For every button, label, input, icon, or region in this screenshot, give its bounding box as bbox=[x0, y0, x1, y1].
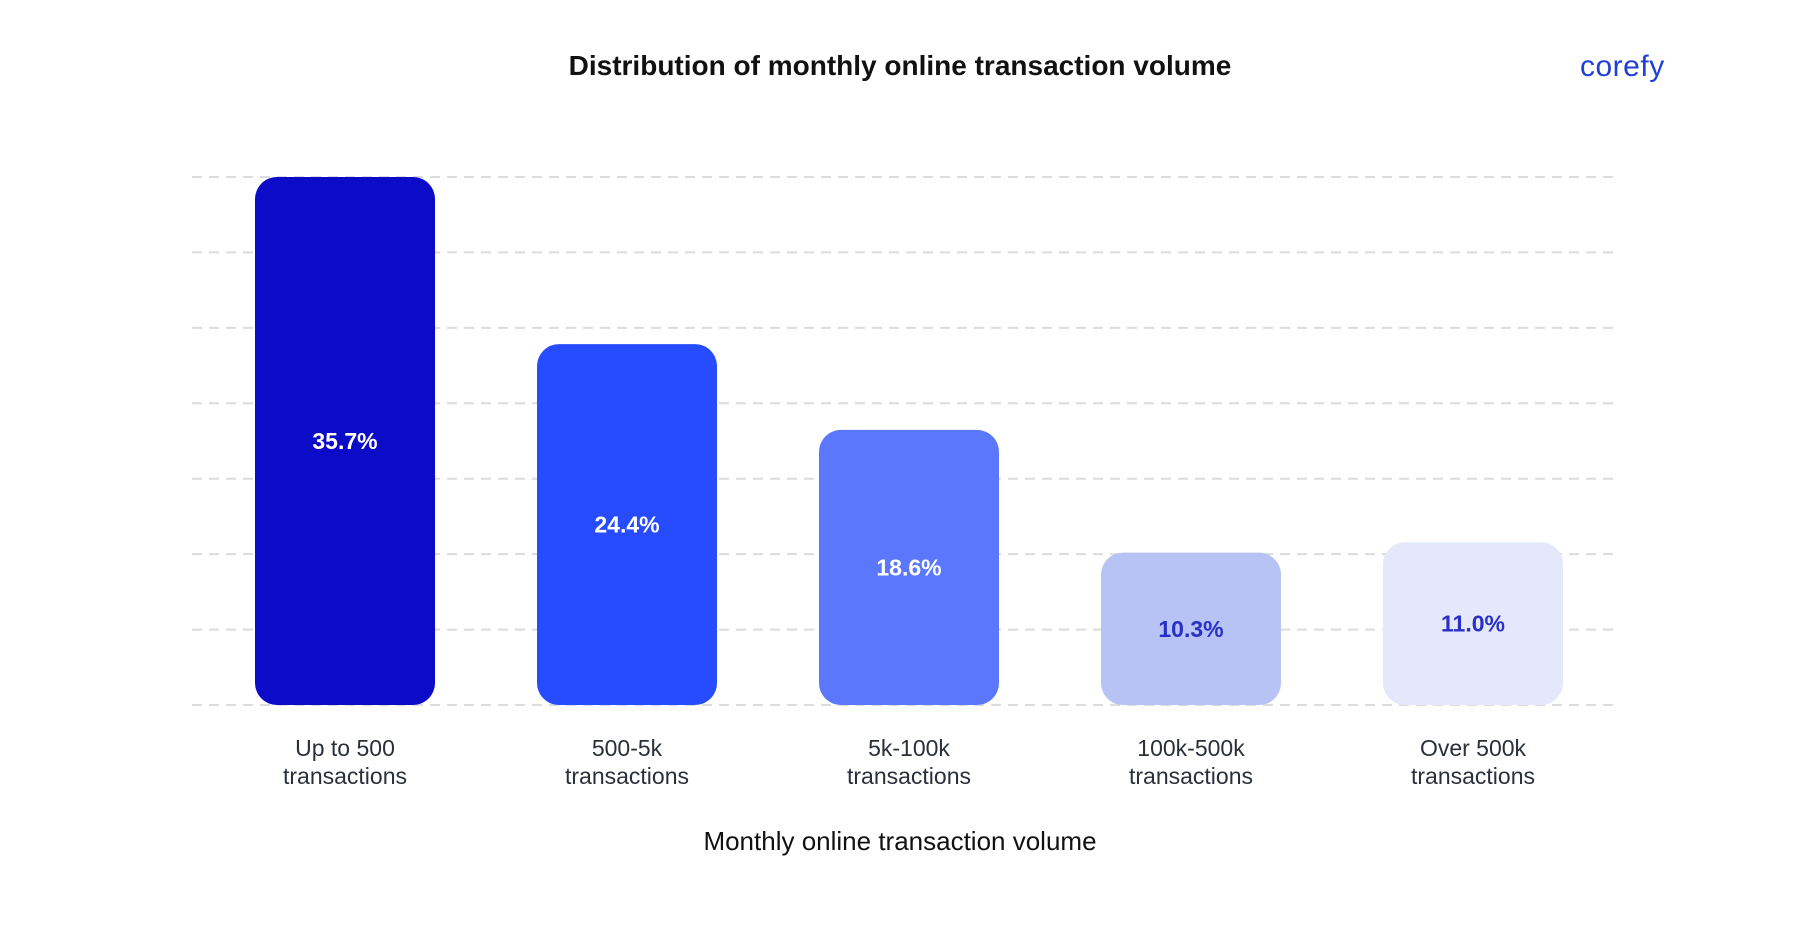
x-tick-label: Over 500k transactions bbox=[1411, 735, 1535, 789]
data-label: 11.0% bbox=[1441, 611, 1505, 637]
chart-title: Distribution of monthly online transacti… bbox=[568, 50, 1232, 81]
bar bbox=[1383, 542, 1563, 705]
x-tick-label: 100k-500k transactions bbox=[1129, 735, 1253, 789]
data-labels: 35.7% 24.4% 18.6% 10.3% 11.0% bbox=[312, 428, 1505, 642]
bar bbox=[1101, 552, 1281, 705]
corefy-logo: corefy bbox=[1580, 50, 1665, 83]
x-tick-label: 500-5k transactions bbox=[565, 735, 689, 789]
x-tick-label: Up to 500 transactions bbox=[283, 735, 407, 789]
bar bbox=[537, 344, 717, 705]
data-label: 10.3% bbox=[1158, 616, 1223, 642]
bars bbox=[255, 177, 1563, 705]
x-tick-labels: Up to 500 transactions 500-5k transactions 5… bbox=[283, 735, 1535, 789]
data-label: 35.7% bbox=[312, 428, 377, 454]
data-label: 18.6% bbox=[876, 554, 941, 580]
x-axis-title: Monthly online transaction volume bbox=[703, 826, 1097, 856]
bar bbox=[255, 177, 435, 705]
bar bbox=[819, 429, 999, 705]
x-tick-label: 5k-100k transactions bbox=[847, 735, 971, 789]
data-label: 24.4% bbox=[594, 512, 659, 538]
